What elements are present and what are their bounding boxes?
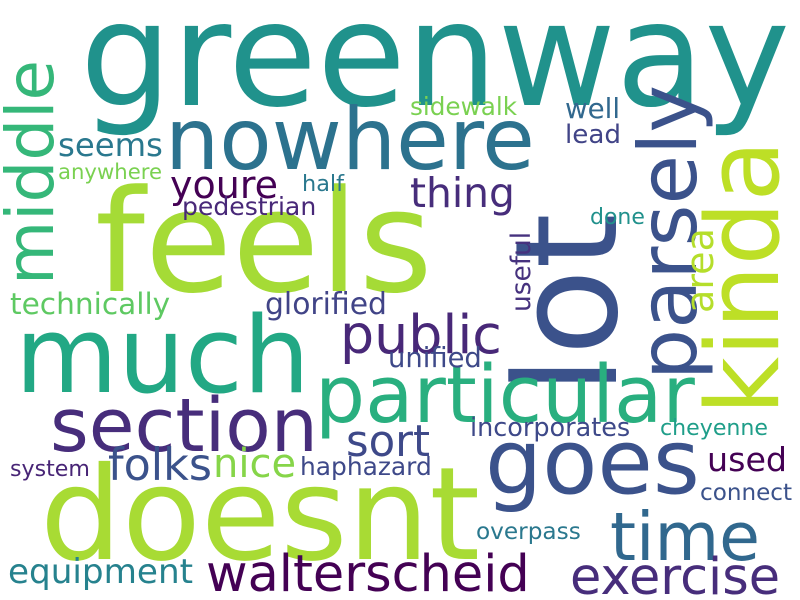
word-sort: sort	[346, 417, 431, 467]
word-cheyenne: cheyenne	[660, 415, 769, 441]
word-youre: youre	[170, 163, 278, 207]
word-system: system	[10, 456, 90, 482]
word-incorporates: incorporates	[470, 413, 631, 443]
word-goes: goes	[485, 410, 700, 515]
word-greenway: greenway	[80, 0, 791, 140]
word-folks: folks	[108, 440, 212, 491]
word-pedestrian: pedestrian	[182, 192, 317, 221]
word-lead: lead	[565, 120, 622, 150]
word-sidewalk: sidewalk	[410, 92, 518, 121]
word-done: done	[590, 205, 645, 230]
word-section: section	[50, 382, 318, 469]
word-glorified: glorified	[265, 287, 387, 322]
word-seems: seems	[58, 126, 163, 164]
word-used: used	[707, 440, 788, 479]
word-half: half	[302, 171, 345, 197]
word-well: well	[565, 92, 621, 125]
word-walterscheid: walterscheid	[206, 545, 530, 600]
word-public: public	[340, 303, 502, 366]
word-particular: particular	[315, 349, 695, 441]
word-overpass: overpass	[476, 518, 581, 545]
word-area: area	[678, 228, 722, 313]
word-feels: feels	[95, 160, 433, 325]
word-connect: connect	[700, 480, 793, 506]
word-equipment: equipment	[8, 552, 194, 592]
word-thing: thing	[410, 169, 515, 217]
word-doesnt: doesnt	[40, 440, 481, 590]
word-anywhere: anywhere	[58, 159, 163, 184]
word-haphazard: haphazard	[300, 452, 432, 481]
word-much: much	[15, 294, 311, 417]
word-time: time	[610, 498, 760, 576]
word-middle: middle	[0, 60, 69, 285]
word-nice: nice	[213, 441, 297, 487]
word-nowhere: nowhere	[165, 90, 535, 190]
word-useful: useful	[506, 231, 537, 312]
word-exercise: exercise	[570, 548, 781, 600]
word-technically: technically	[10, 287, 171, 321]
word-unified: unified	[388, 343, 482, 374]
